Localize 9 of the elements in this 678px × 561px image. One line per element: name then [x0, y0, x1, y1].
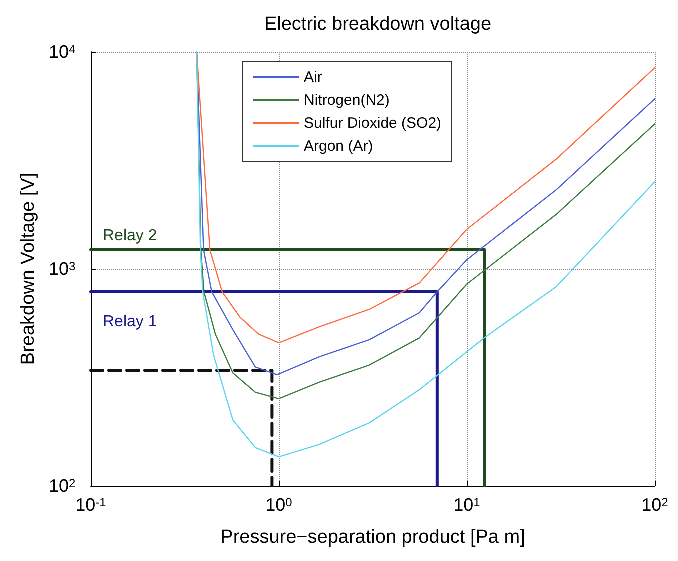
y-axis-title: Breakdown Voltage [V]: [18, 172, 40, 366]
x-axis-title: Pressure−separation product [Pa m]: [220, 527, 526, 548]
annotation: Relay 1: [103, 314, 158, 331]
legend-label: Nitrogen(N2): [304, 92, 390, 109]
legend-label: Air: [304, 69, 322, 86]
legend-label: Sulfur Dioxide (SO2): [304, 115, 442, 132]
annotation: Relay 2: [103, 227, 158, 244]
chart-title: Electric breakdown voltage: [264, 14, 492, 35]
legend-label: Argon (Ar): [304, 138, 374, 155]
